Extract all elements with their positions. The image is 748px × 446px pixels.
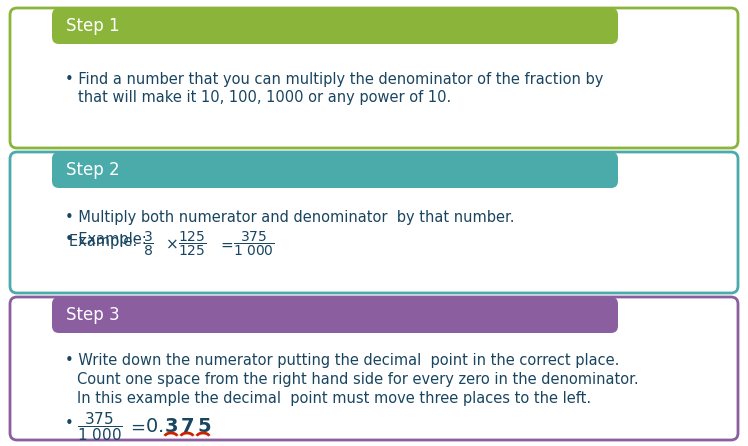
Text: In this example the decimal  point must move three places to the left.: In this example the decimal point must m… (77, 391, 591, 406)
Text: 5: 5 (197, 417, 211, 437)
Text: • Example:: • Example: (65, 232, 151, 247)
Text: •: • (65, 416, 74, 430)
Text: $=$: $=$ (218, 236, 234, 252)
Text: $=$: $=$ (127, 418, 146, 436)
Text: $0.$: $0.$ (145, 417, 164, 437)
FancyBboxPatch shape (10, 8, 738, 148)
Text: Example:: Example: (69, 234, 142, 249)
FancyBboxPatch shape (52, 152, 618, 188)
FancyBboxPatch shape (10, 297, 738, 440)
Text: 3: 3 (165, 417, 179, 437)
Text: Step 2: Step 2 (66, 161, 120, 179)
Text: $\times$: $\times$ (165, 236, 178, 252)
Text: Step 3: Step 3 (66, 306, 120, 324)
Text: $\dfrac{375}{1\ 000}$: $\dfrac{375}{1\ 000}$ (233, 230, 275, 258)
Text: $\dfrac{3}{8}$: $\dfrac{3}{8}$ (143, 230, 154, 258)
FancyBboxPatch shape (10, 152, 738, 293)
Text: $\dfrac{375}{1\ 000}$: $\dfrac{375}{1\ 000}$ (77, 411, 123, 443)
FancyBboxPatch shape (52, 297, 618, 333)
Text: Count one space from the right hand side for every zero in the denominator.: Count one space from the right hand side… (77, 372, 639, 387)
Text: • Multiply both numerator and denominator  by that number.: • Multiply both numerator and denominato… (65, 210, 515, 225)
Text: • Write down the numerator putting the decimal  point in the correct place.: • Write down the numerator putting the d… (65, 353, 619, 368)
Text: Step 1: Step 1 (66, 17, 120, 35)
Text: $\dfrac{125}{125}$: $\dfrac{125}{125}$ (178, 230, 206, 258)
Text: that will make it 10, 100, 1000 or any power of 10.: that will make it 10, 100, 1000 or any p… (79, 90, 452, 105)
Text: 7: 7 (181, 417, 194, 437)
Text: • Find a number that you can multiply the denominator of the fraction by: • Find a number that you can multiply th… (65, 72, 604, 87)
FancyBboxPatch shape (52, 8, 618, 44)
